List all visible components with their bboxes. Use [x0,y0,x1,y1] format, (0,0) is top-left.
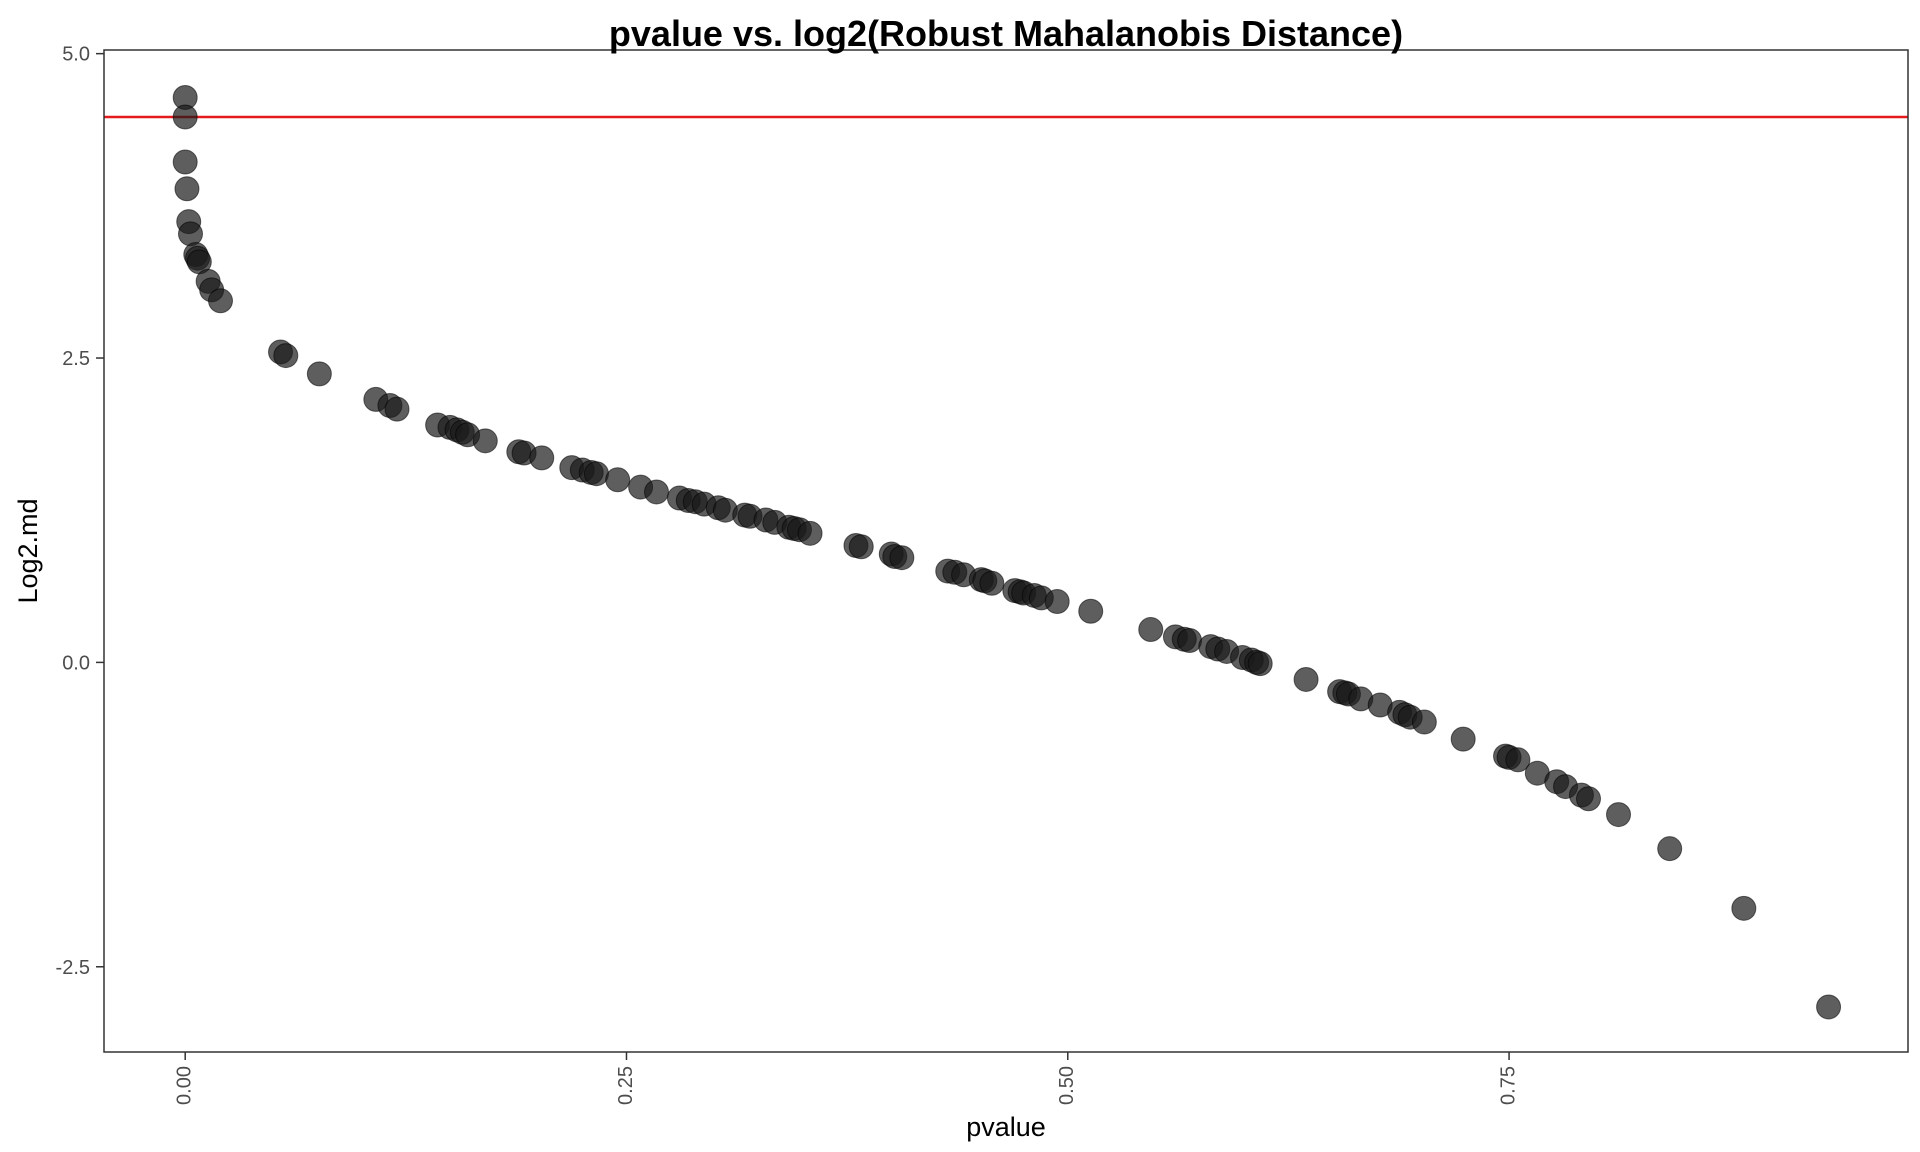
y-tick-label: 2.5 [62,348,90,370]
x-tick-label: 0.50 [1056,1066,1078,1105]
data-point [529,445,555,471]
data-point [1411,709,1437,735]
data-point [1293,666,1319,692]
data-point [889,545,915,571]
y-tick-label: 5.0 [62,44,90,66]
data-point [472,428,498,454]
x-tick-label: 0.00 [173,1066,195,1105]
data-point [172,149,198,175]
panel-border [103,49,1909,1053]
chart-title: pvalue vs. log2(Robust Mahalanobis Dista… [609,13,1403,54]
x-tick-label: 0.25 [615,1066,637,1105]
data-point [384,396,410,422]
data-point [177,221,203,247]
data-point [848,534,874,560]
data-point [208,288,234,314]
data-point [1177,627,1203,653]
data-point [1450,726,1476,752]
data-point [605,467,631,493]
x-axis-label: pvalue [966,1112,1046,1142]
data-point [273,343,299,369]
data-point [1731,895,1757,921]
data-point [1657,836,1683,862]
data-point [1247,651,1273,677]
data-point [1816,994,1842,1020]
data-point [1505,747,1531,773]
data-point [643,479,669,505]
data-point [172,104,198,130]
data-point [583,461,609,487]
x-tick-label: 0.75 [1497,1066,1519,1105]
data-point [306,361,332,387]
data-point [174,176,200,202]
data-point [1606,802,1632,828]
data-point [979,570,1005,596]
y-axis-label: Log2.md [13,498,43,603]
plot-panel [104,50,1908,1052]
y-tick-label: -2.5 [56,957,90,979]
data-point [1078,598,1104,624]
data-point [1576,786,1602,812]
data-point [1138,617,1164,643]
data-point [797,520,823,546]
data-point [1044,589,1070,615]
y-tick-label: 0.0 [62,652,90,674]
